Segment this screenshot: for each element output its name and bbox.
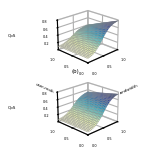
- X-axis label: bandwidth: bandwidth: [117, 84, 139, 96]
- Y-axis label: user-mobility: user-mobility: [34, 83, 61, 97]
- Text: (b): (b): [71, 69, 79, 74]
